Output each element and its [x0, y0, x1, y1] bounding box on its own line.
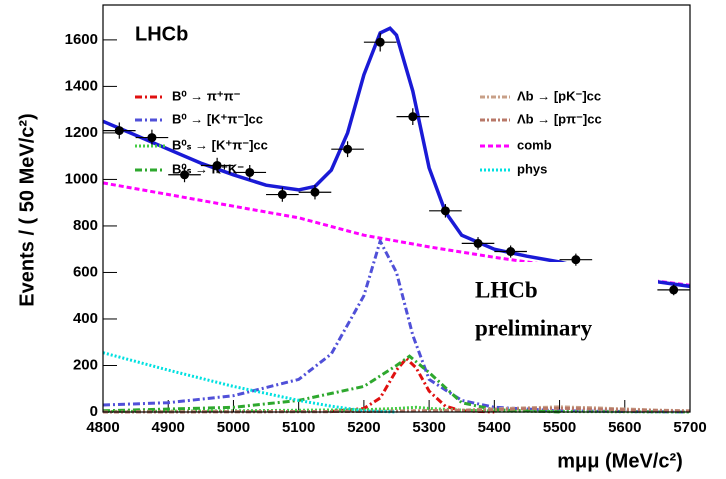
annotation: preliminary	[475, 315, 593, 340]
data-point	[147, 133, 157, 143]
x-tick-label: 5700	[673, 419, 706, 436]
y-tick-label: 0	[90, 403, 98, 420]
annotation: LHCb	[475, 277, 538, 302]
y-tick-label: 600	[73, 263, 98, 280]
data-point	[408, 112, 418, 122]
component-curve	[102, 354, 560, 414]
x-axis-label: mμμ (MeV/c²)	[557, 450, 683, 472]
data-point	[506, 247, 516, 257]
data-point	[571, 255, 581, 265]
data-point	[343, 144, 353, 154]
data-point	[375, 37, 385, 47]
x-tick-label: 5100	[282, 419, 315, 436]
data-point	[212, 160, 222, 170]
legend-label: B⁰ → [K⁺π⁻]cc	[172, 111, 263, 126]
y-tick-label: 1600	[65, 31, 98, 48]
data-point	[440, 206, 450, 216]
fit-curve	[102, 26, 691, 289]
x-tick-label: 5600	[608, 419, 641, 436]
data-point	[277, 190, 287, 200]
legend-label: Λb → [pπ⁻]cc	[517, 111, 602, 126]
x-tick-label: 5500	[543, 419, 576, 436]
plot-frame	[102, 4, 691, 413]
x-tick-label: 4900	[152, 419, 185, 436]
component-curve	[102, 351, 397, 414]
y-tick-label: 400	[73, 310, 98, 327]
legend-label: B⁰ → π⁺π⁻	[172, 88, 241, 103]
data-point	[310, 187, 320, 197]
y-tick-label: 1200	[65, 124, 98, 141]
y-tick-label: 800	[73, 217, 98, 234]
data-point	[114, 126, 124, 136]
component-curve	[102, 406, 691, 414]
legend-label: B⁰ₛ → [K⁺π⁻]cc	[172, 137, 268, 152]
data-point	[180, 170, 190, 180]
y-axis-label: Events / ( 50 MeV/c²)	[16, 113, 38, 306]
data-point	[473, 238, 483, 248]
x-tick-label: 5400	[478, 419, 511, 436]
y-tick-label: 1400	[65, 77, 98, 94]
x-tick-label: 4800	[86, 419, 119, 436]
y-tick-label: 200	[73, 356, 98, 373]
data-point	[669, 285, 679, 295]
legend-label: Λb → [pK⁻]cc	[517, 88, 601, 103]
label-box	[470, 262, 658, 358]
x-tick-label: 5000	[217, 419, 250, 436]
data-point	[245, 167, 255, 177]
x-tick-label: 5300	[412, 419, 445, 436]
component-curve	[331, 356, 495, 414]
legend-label: phys	[517, 161, 547, 176]
x-tick-label: 5200	[347, 419, 380, 436]
legend-label: B⁰ₛ → K⁺K⁻	[172, 161, 244, 176]
y-tick-label: 1000	[65, 170, 98, 187]
annotation: LHCb	[135, 23, 188, 45]
legend-label: comb	[517, 137, 552, 152]
